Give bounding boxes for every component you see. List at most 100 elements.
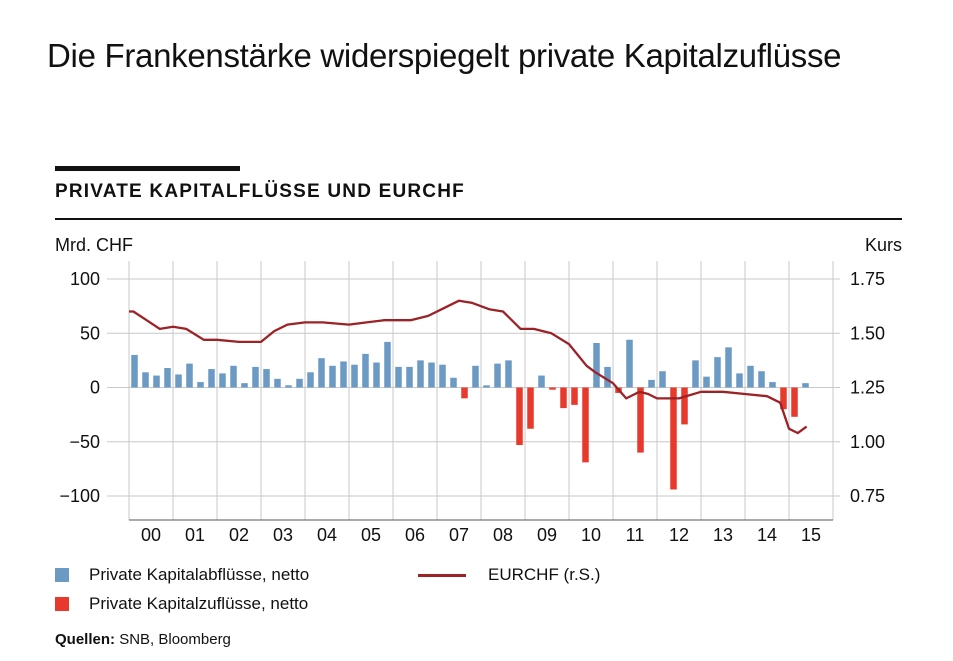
- bar-outflow: [428, 362, 435, 388]
- bar-outflow: [802, 383, 809, 388]
- page-title: Die Frankenstärke widerspiegelt private …: [47, 37, 842, 74]
- x-tick-label: 04: [317, 525, 337, 545]
- x-tick-label: 15: [801, 525, 821, 545]
- bar-inflow: [670, 387, 677, 490]
- x-tick-label: 06: [405, 525, 425, 545]
- bar-inflow: [516, 387, 523, 446]
- bar-outflow: [604, 366, 611, 388]
- left-tick-label: −50: [69, 432, 100, 452]
- bar-inflow: [571, 387, 578, 405]
- bar-outflow: [472, 365, 479, 388]
- bar-outflow: [373, 362, 380, 388]
- bar-outflow: [483, 385, 490, 388]
- bar-outflow: [439, 364, 446, 388]
- bar-outflow: [494, 363, 501, 388]
- right-tick-label: 1.00: [850, 432, 885, 452]
- bar-outflow: [219, 373, 226, 388]
- right-axis-label: Kurs: [865, 235, 902, 255]
- x-tick-label: 03: [273, 525, 293, 545]
- bar-outflow: [318, 358, 325, 388]
- bar-outflow: [164, 367, 171, 388]
- bar-outflow: [131, 354, 138, 388]
- bar-inflow: [791, 387, 798, 417]
- source-text: SNB, Bloomberg: [119, 631, 231, 648]
- bar-outflow: [351, 364, 358, 388]
- left-tick-label: 50: [80, 323, 100, 343]
- bar-outflow: [362, 353, 369, 388]
- legend-item-eurchf: EURCHF (r.S.): [418, 565, 600, 585]
- bar-inflow: [780, 387, 787, 410]
- bar-outflow: [230, 365, 237, 388]
- eurchf-line: [129, 299, 808, 435]
- right-tick-label: 1.50: [850, 323, 885, 343]
- x-tick-label: 09: [537, 525, 557, 545]
- right-tick-label: 1.75: [850, 269, 885, 289]
- x-tick-label: 12: [669, 525, 689, 545]
- x-tick-label: 11: [626, 525, 645, 545]
- x-tick-label: 10: [581, 525, 601, 545]
- legend-label-inflows: Private Kapitalzuflüsse, netto: [89, 594, 309, 613]
- bar-outflow: [593, 343, 600, 388]
- bar-outflow: [307, 372, 314, 388]
- bar-outflow: [296, 378, 303, 388]
- bar-outflow: [747, 365, 754, 388]
- bar-outflow: [626, 339, 633, 388]
- bar-outflow: [505, 360, 512, 388]
- title-accent-bar: [55, 166, 240, 171]
- legend-item-outflows: Private Kapitalabflüsse, netto: [55, 565, 309, 585]
- chart-area: Mrd. CHF Kurs100500−50−1001.751.501.251.0…: [55, 235, 902, 545]
- bar-outflow: [758, 371, 765, 388]
- heading-rule: [55, 218, 902, 220]
- bar-outflow: [417, 360, 424, 388]
- bar-outflow: [692, 360, 699, 388]
- left-tick-label: 100: [70, 269, 100, 289]
- bar-outflow: [648, 379, 655, 388]
- bar-outflow: [197, 382, 204, 388]
- left-axis-label: Mrd. CHF: [55, 235, 133, 255]
- bar-outflow: [736, 373, 743, 388]
- bar-outflow: [340, 361, 347, 388]
- bar-outflow: [274, 378, 281, 388]
- bar-outflow: [186, 363, 193, 388]
- bar-outflow: [175, 374, 182, 388]
- bar-inflow: [461, 387, 468, 399]
- source-label: Quellen:: [55, 631, 116, 648]
- bar-outflow: [384, 341, 391, 388]
- bar-outflow: [450, 377, 457, 388]
- legend-line-eurchf: [418, 573, 466, 577]
- bar-outflow: [703, 376, 710, 388]
- x-tick-label: 02: [229, 525, 249, 545]
- legend-swatch-outflows: [55, 568, 69, 582]
- source-note: Quellen: SNB, Bloomberg: [55, 631, 231, 648]
- bar-inflow: [527, 387, 534, 429]
- bar-outflow: [208, 369, 215, 388]
- x-tick-label: 07: [449, 525, 469, 545]
- legend-swatch-inflows: [55, 597, 69, 611]
- x-tick-label: 08: [493, 525, 513, 545]
- bar-inflow: [681, 387, 688, 425]
- bar-outflow: [329, 365, 336, 388]
- bar-outflow: [395, 366, 402, 388]
- bar-outflow: [538, 375, 545, 388]
- x-tick-label: 05: [361, 525, 381, 545]
- bar-outflow: [241, 383, 248, 388]
- bar-inflow: [549, 387, 556, 390]
- x-tick-label: 01: [185, 525, 205, 545]
- left-tick-label: 0: [90, 378, 100, 398]
- x-tick-label: 13: [713, 525, 733, 545]
- legend-item-inflows: Private Kapitalzuflüsse, netto: [55, 594, 308, 614]
- bar-outflow: [725, 347, 732, 388]
- bar-outflow: [263, 369, 270, 388]
- right-tick-label: 0.75: [850, 486, 885, 506]
- bar-outflow: [659, 371, 666, 388]
- right-tick-label: 1.25: [850, 378, 885, 398]
- chart-heading: PRIVATE KAPITALFLÜSSE UND EURCHF: [55, 181, 465, 202]
- bar-outflow: [252, 366, 259, 388]
- bar-inflow: [637, 387, 644, 453]
- x-tick-label: 00: [141, 525, 161, 545]
- bar-outflow: [714, 357, 721, 388]
- bar-outflow: [153, 375, 160, 388]
- bar-inflow: [582, 387, 589, 463]
- bar-inflow: [560, 387, 567, 409]
- bar-outflow: [769, 382, 776, 388]
